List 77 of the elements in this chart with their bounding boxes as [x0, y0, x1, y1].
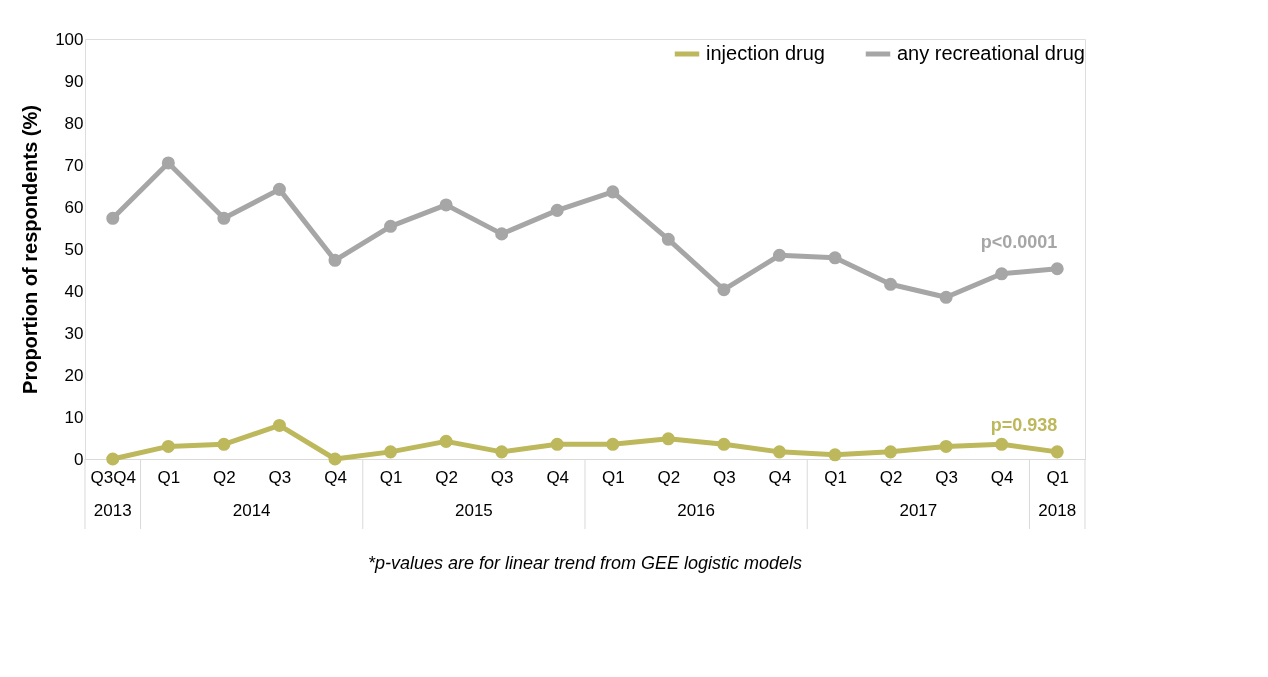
point	[884, 445, 898, 459]
text: *p-values are for linear trend from GEE logistic models	[367, 553, 803, 573]
y-tick-label: 60	[64, 197, 84, 217]
point	[884, 277, 898, 291]
x-tick-label: Q1	[1046, 467, 1070, 487]
y-tick-label: 10	[64, 407, 84, 427]
point	[384, 445, 398, 459]
point	[939, 439, 953, 453]
point	[1050, 262, 1064, 276]
x-tick-label: Q1	[824, 467, 847, 487]
x-tick-label: Q1	[157, 467, 181, 487]
y-tick-label: 20	[64, 365, 84, 385]
annotation: p<0.0001	[980, 231, 1058, 252]
point	[828, 448, 842, 462]
y-tick-label: 90	[64, 71, 84, 91]
point	[995, 267, 1009, 281]
text: 2017	[899, 501, 938, 520]
x-tick-label: Q2	[879, 467, 903, 487]
point	[328, 253, 342, 267]
y-axis-title: Proportion of respondents (%)	[19, 105, 42, 394]
y-tick-label: 100	[55, 29, 84, 49]
x-tick-label: Q2	[435, 467, 458, 487]
x-tick-label: Q1	[601, 467, 625, 487]
text: 2016	[677, 501, 716, 520]
point	[717, 283, 731, 297]
point	[661, 232, 675, 246]
x-tick-label: Q4	[324, 467, 347, 487]
point	[106, 211, 120, 225]
point	[272, 182, 286, 196]
x-tick-label: Q3	[935, 467, 958, 487]
x-tick-label: Q3	[268, 467, 292, 487]
point	[161, 156, 175, 170]
point	[495, 227, 509, 241]
text: 2015	[454, 501, 493, 520]
x-tick-label: Q2	[657, 467, 681, 487]
point	[550, 437, 564, 451]
point	[161, 439, 175, 453]
x-tick-label: Q4	[768, 467, 792, 487]
point	[217, 211, 231, 225]
point	[661, 432, 675, 446]
point	[828, 251, 842, 265]
x-tick-label: Q2	[213, 467, 236, 487]
text: 2013	[93, 501, 132, 520]
text: 2018	[1038, 501, 1077, 520]
x-tick-label: Q3	[490, 467, 514, 487]
x-tick-label: Q3Q4	[90, 467, 136, 487]
legend-label: injection drug	[706, 42, 825, 64]
point	[606, 437, 620, 451]
point	[217, 437, 231, 451]
point	[272, 418, 286, 432]
y-tick-label: 0	[74, 449, 84, 469]
x-tick-label: Q4	[546, 467, 570, 487]
point	[439, 434, 453, 448]
y-tick-label: 40	[64, 281, 84, 301]
legend-label: any recreational drug	[897, 42, 1085, 64]
x-tick-label: Q4	[990, 467, 1014, 487]
x-tick-label: Q3	[713, 467, 736, 487]
annotation: p=0.938	[990, 414, 1058, 435]
point	[1050, 445, 1064, 459]
point	[606, 185, 620, 199]
text: 2014	[232, 501, 271, 520]
point	[384, 219, 398, 233]
point	[772, 445, 786, 459]
y-tick-label: 30	[64, 323, 84, 343]
y-tick-label: 80	[64, 113, 84, 133]
point	[772, 248, 786, 262]
x-tick-label: Q1	[379, 467, 403, 487]
point	[717, 437, 731, 451]
point	[439, 198, 453, 212]
point	[550, 203, 564, 217]
point	[495, 445, 509, 459]
point	[106, 452, 120, 466]
point	[939, 290, 953, 304]
point	[995, 437, 1009, 451]
y-tick-label: 70	[64, 155, 84, 175]
point	[328, 452, 342, 466]
y-tick-label: 50	[64, 239, 84, 259]
